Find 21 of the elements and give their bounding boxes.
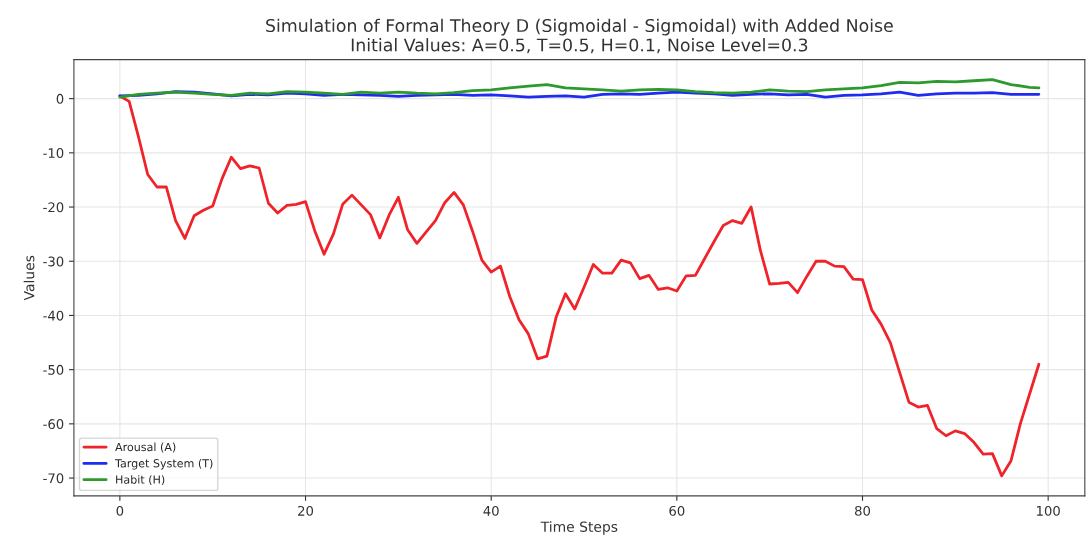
y-tick-label: -70 bbox=[43, 473, 64, 484]
y-tick-label: -50 bbox=[43, 364, 64, 375]
y-tick-label: -60 bbox=[43, 419, 64, 430]
y-axis-title: Values bbox=[23, 255, 35, 301]
x-axis-title: Time Steps bbox=[540, 521, 618, 535]
x-tick-label: 80 bbox=[855, 505, 871, 516]
y-tick-label: -10 bbox=[43, 148, 64, 159]
y-tick-label: -20 bbox=[43, 202, 64, 213]
x-tick-label: 20 bbox=[298, 505, 314, 516]
x-tick-label: 0 bbox=[116, 505, 124, 516]
line-series bbox=[118, 78, 1041, 99]
y-tick-label: -30 bbox=[43, 256, 64, 267]
chart-title: Simulation of Formal Theory D (Sigmoidal - Sigmoidal) with Added Noise Initial Values: A=0.5, T=0.5, H=0.1, Noise Level=0.3 bbox=[266, 18, 893, 54]
y-tick-label: 0 bbox=[56, 93, 64, 104]
x-tick-label: 60 bbox=[669, 505, 685, 516]
legend-label: Arousal (A) bbox=[115, 442, 176, 453]
legend-label: Habit (H) bbox=[116, 475, 165, 486]
x-tick-label: 100 bbox=[1037, 505, 1060, 516]
legend-label: Target System (T) bbox=[114, 458, 213, 470]
y-tick-label: -40 bbox=[43, 310, 64, 321]
x-tick-label: 40 bbox=[483, 505, 499, 516]
